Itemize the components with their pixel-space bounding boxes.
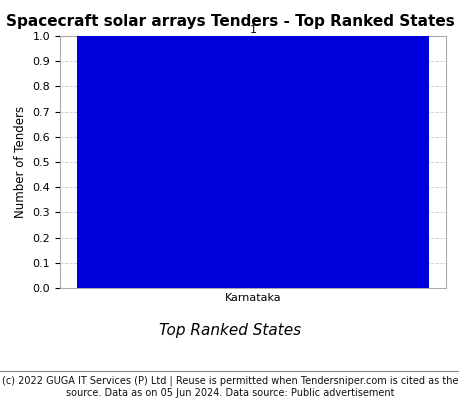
Text: Spacecraft solar arrays Tenders - Top Ranked States: Spacecraft solar arrays Tenders - Top Ra… bbox=[6, 14, 453, 29]
Y-axis label: Number of Tenders: Number of Tenders bbox=[14, 106, 27, 218]
Text: Top Ranked States: Top Ranked States bbox=[159, 322, 300, 338]
Text: 1: 1 bbox=[249, 25, 256, 35]
Text: (c) 2022 GUGA IT Services (P) Ltd | Reuse is permitted when Tendersniper.com is : (c) 2022 GUGA IT Services (P) Ltd | Reus… bbox=[2, 376, 457, 398]
